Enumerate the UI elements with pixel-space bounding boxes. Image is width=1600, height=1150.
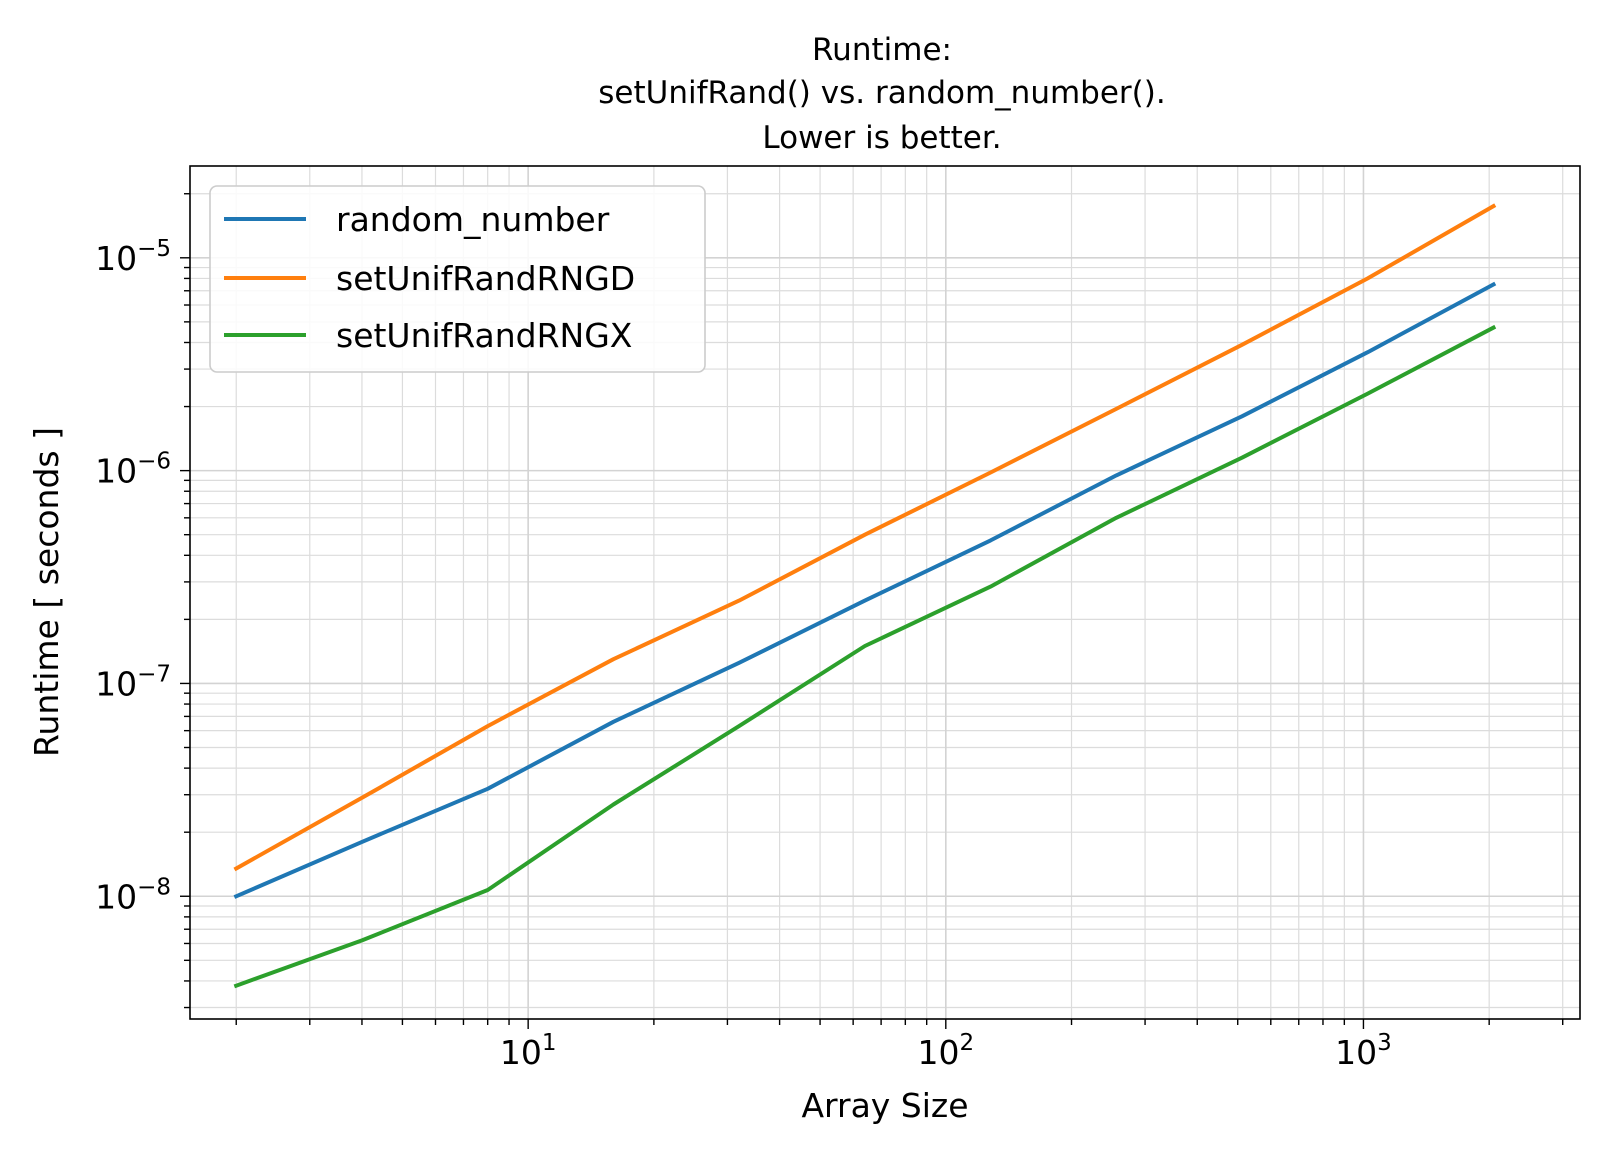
y-axis-label: Runtime [ seconds ] bbox=[27, 427, 66, 757]
x-tick-label: 101 bbox=[500, 1030, 557, 1072]
chart-title-line-1: Runtime: bbox=[812, 32, 952, 68]
series-line-setunifrandrngx bbox=[233, 324, 1497, 989]
chart-title-line-3: Lower is better. bbox=[762, 120, 1001, 156]
tick-labels: 101 102 103 10−8 10−7 10−6 10−5 bbox=[95, 236, 1392, 1072]
y-tick-label: 10−8 bbox=[95, 874, 171, 916]
x-axis-label: Array Size bbox=[801, 1086, 968, 1125]
y-tick-label: 10−7 bbox=[95, 661, 171, 703]
chart-title-line-2: setUnifRand() vs. random_number(). bbox=[598, 75, 1165, 111]
legend: random_number setUnifRandRNGD setUnifRan… bbox=[209, 185, 706, 373]
axis-ticks bbox=[180, 193, 1564, 1029]
y-tick-label: 10−6 bbox=[95, 449, 171, 491]
legend-label-setunifrandrngd: setUnifRandRNGD bbox=[336, 259, 635, 298]
series-lines bbox=[233, 203, 1497, 989]
legend-box bbox=[209, 185, 706, 373]
legend-label-random-number: random_number bbox=[336, 200, 610, 239]
series-line-setunifrandrngd bbox=[233, 203, 1497, 872]
series-line-random-number bbox=[233, 281, 1497, 899]
plot-frame bbox=[189, 165, 1581, 1020]
y-tick-label: 10−5 bbox=[95, 236, 171, 278]
x-tick-label: 102 bbox=[917, 1030, 974, 1072]
x-tick-label: 103 bbox=[1335, 1030, 1392, 1072]
legend-label-setunifrandrngx: setUnifRandRNGX bbox=[336, 316, 632, 355]
